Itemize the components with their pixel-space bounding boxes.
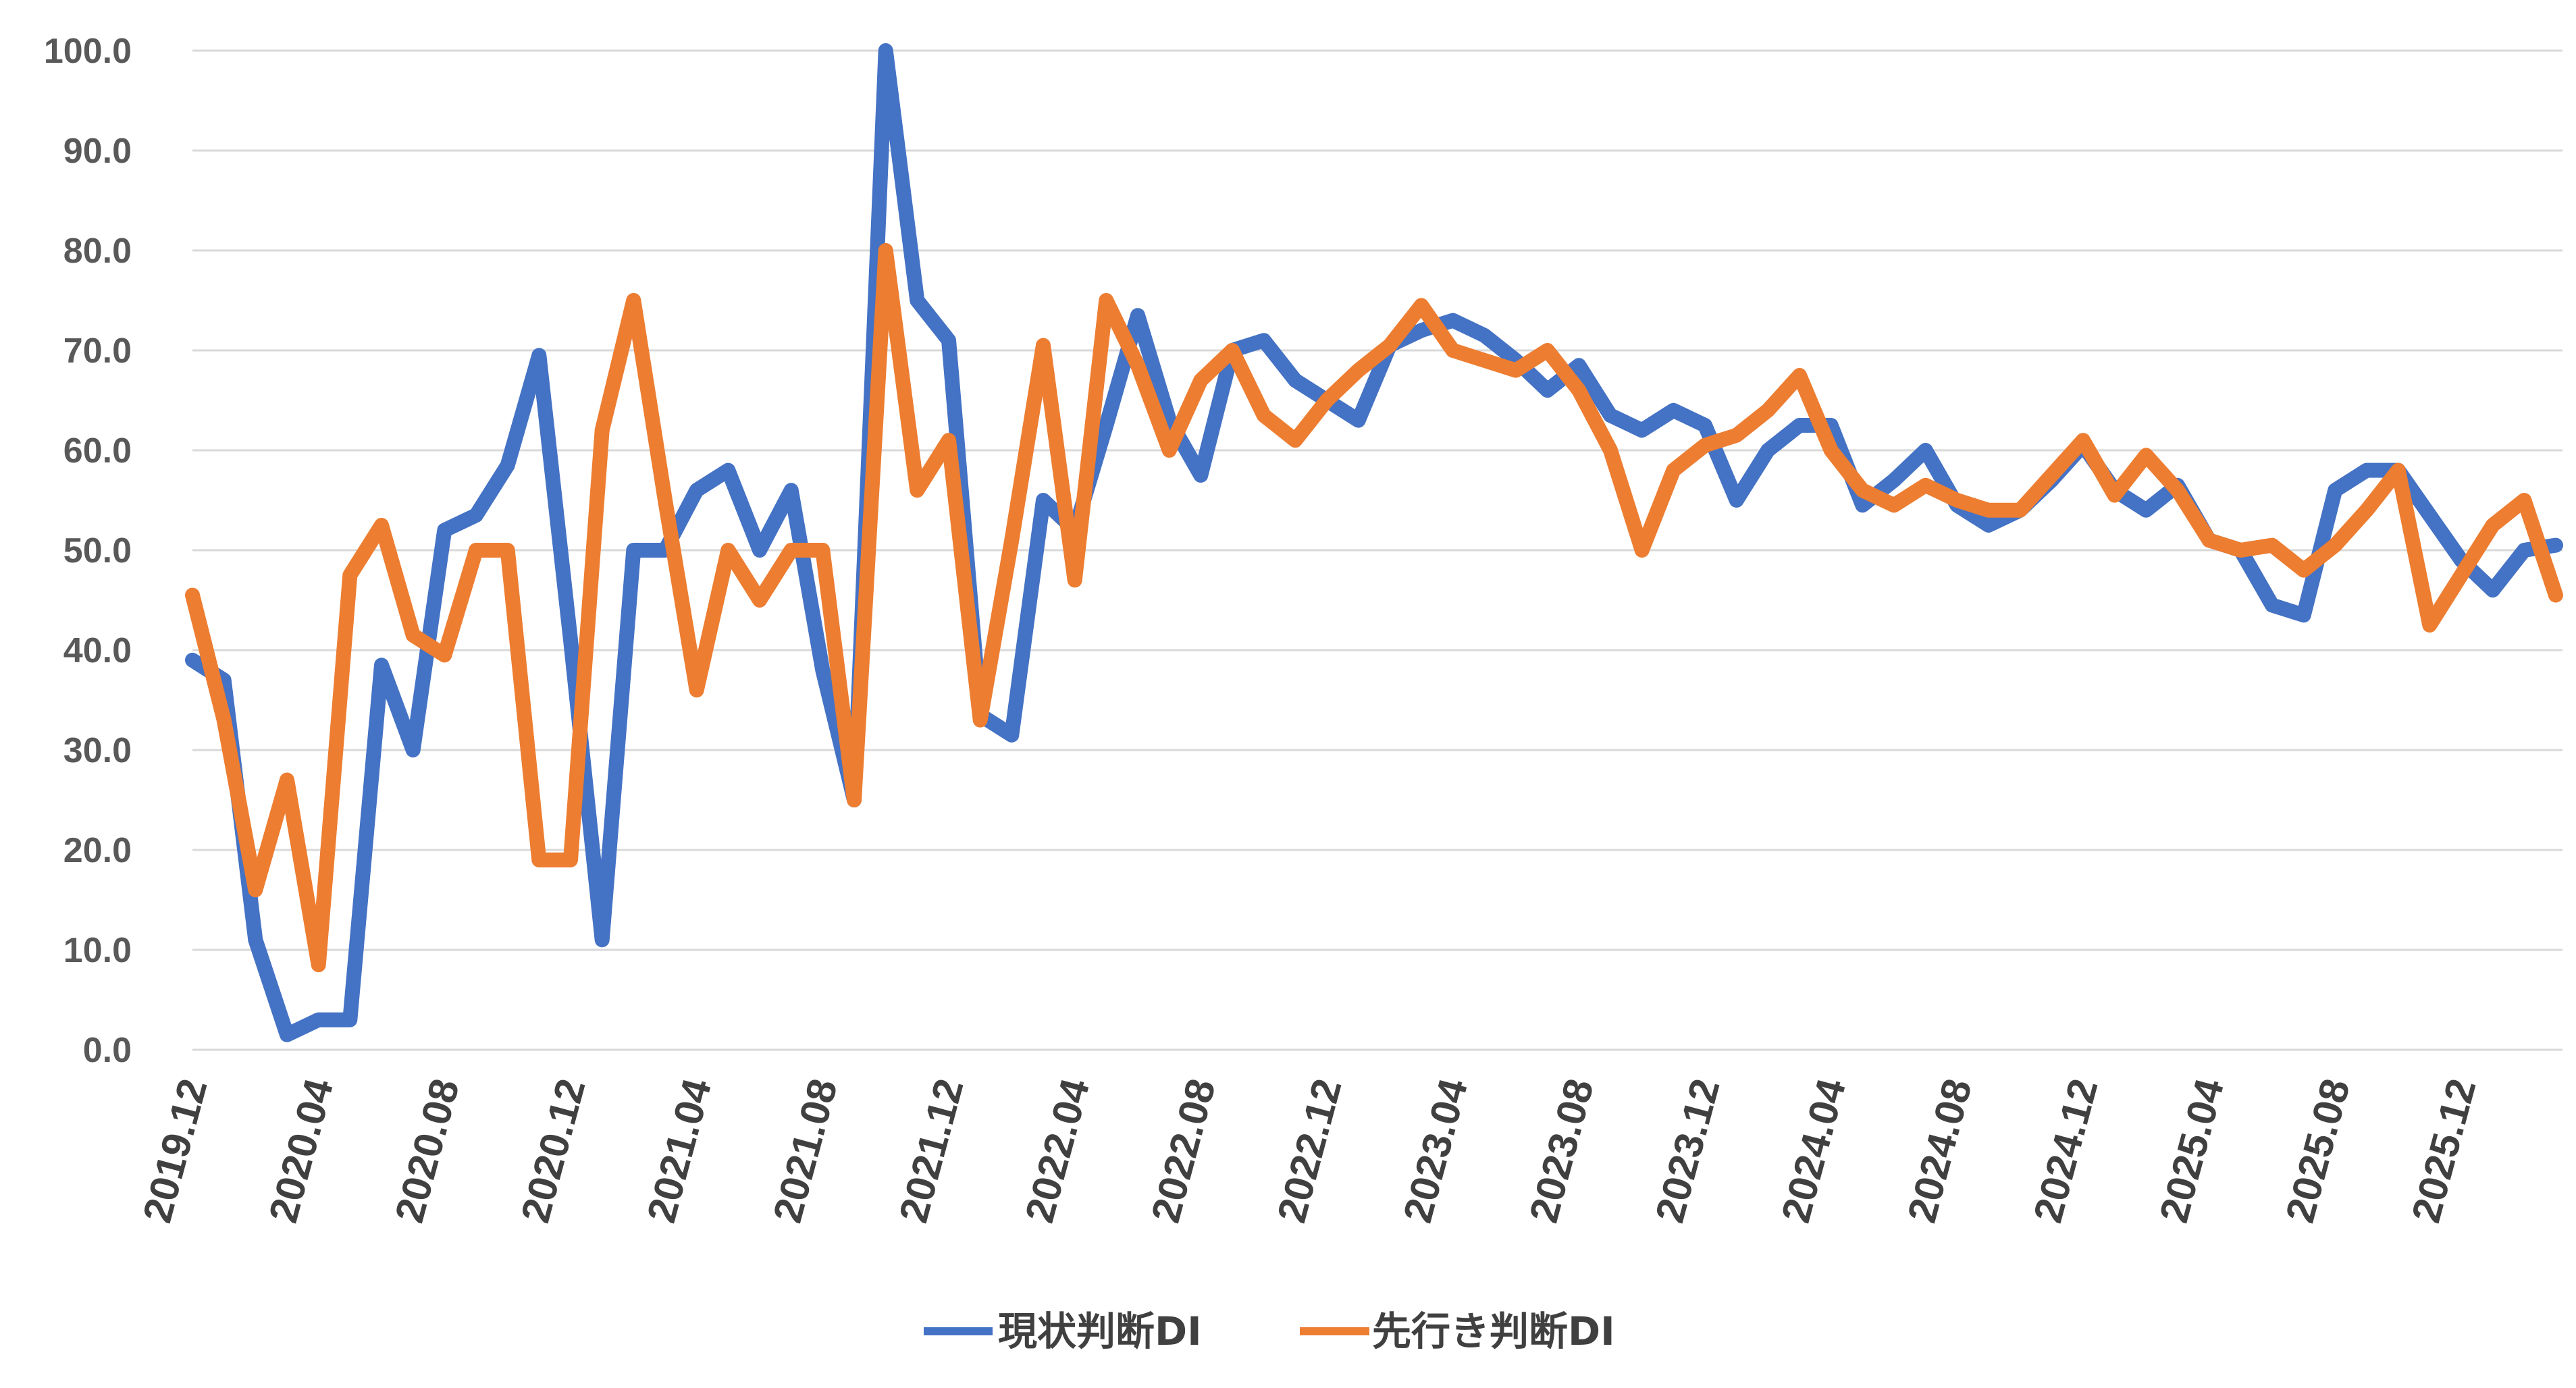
x-tick-label: 2020.08 <box>386 1074 468 1227</box>
series-line-genjo <box>185 43 2563 1042</box>
y-tick-label: 100.0 <box>44 32 132 71</box>
x-tick-label: 2025.04 <box>2151 1073 2232 1227</box>
x-tick-label: 2022.08 <box>1142 1074 1224 1227</box>
legend-item-genjo: 現状判断DI <box>924 1308 1202 1354</box>
legend-label-sakiyuki: 先行き判断DI <box>1372 1308 1615 1354</box>
x-tick-label: 2020.04 <box>260 1073 342 1227</box>
x-axis-ticks: 2019.12 2020.04 2020.08 2020.12 2021.04 2021.… <box>134 1073 2485 1227</box>
x-tick-label: 2021.08 <box>764 1074 846 1227</box>
y-axis-ticks: 0.0 10.0 20.0 30.0 40.0 50.0 60.0 70.0 80.0 90.0 1… <box>44 32 132 1070</box>
x-tick-label: 2024.04 <box>1772 1073 1854 1227</box>
x-tick-label: 2021.04 <box>638 1073 720 1227</box>
y-tick-label: 60.0 <box>63 431 132 471</box>
series-line-sakiyuki <box>185 243 2563 973</box>
legend: 現状判断DI 先行き判断DI <box>924 1308 1615 1354</box>
y-tick-label: 80.0 <box>63 232 132 271</box>
x-tick-label: 2021.12 <box>891 1074 972 1227</box>
x-tick-label: 2024.12 <box>2025 1074 2107 1227</box>
x-tick-label: 2023.08 <box>1521 1074 1602 1227</box>
y-tick-label: 30.0 <box>63 731 132 770</box>
x-tick-label: 2022.12 <box>1269 1074 1350 1227</box>
grid-lines <box>192 49 2562 1051</box>
legend-label-genjo: 現状判断DI <box>998 1308 1202 1354</box>
x-tick-label: 2022.04 <box>1016 1073 1098 1227</box>
x-tick-label: 2024.08 <box>1899 1074 1980 1227</box>
x-tick-label: 2020.12 <box>512 1074 594 1227</box>
x-tick-label: 2019.12 <box>134 1074 216 1227</box>
y-tick-label: 70.0 <box>63 331 132 371</box>
x-tick-label: 2023.12 <box>1647 1074 1729 1227</box>
y-tick-label: 90.0 <box>63 132 132 171</box>
y-tick-label: 10.0 <box>63 931 132 970</box>
x-tick-label: 2025.12 <box>2403 1074 2485 1227</box>
legend-item-sakiyuki: 先行き判断DI <box>1300 1308 1615 1354</box>
y-tick-label: 0.0 <box>83 1031 132 1070</box>
y-tick-label: 20.0 <box>63 831 132 870</box>
x-tick-label: 2023.04 <box>1394 1073 1476 1227</box>
y-tick-label: 50.0 <box>63 531 132 570</box>
x-tick-label: 2025.08 <box>2277 1074 2359 1227</box>
series-lines <box>185 43 2563 1042</box>
y-tick-label: 40.0 <box>63 631 132 670</box>
